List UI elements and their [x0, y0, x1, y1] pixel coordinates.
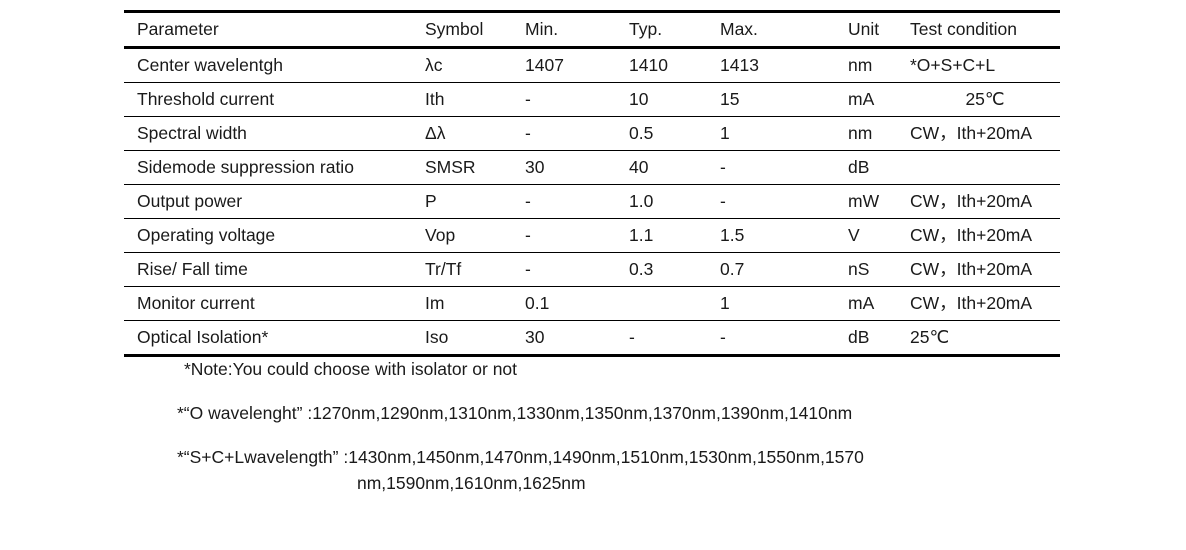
- cell-parameter: Sidemode suppression ratio: [124, 150, 425, 185]
- cell-test-condition: 25℃: [910, 320, 1060, 357]
- cell-parameter: Center wavelentgh: [124, 47, 425, 83]
- table-row: Sidemode suppression ratio SMSR 30 40 - …: [124, 150, 1060, 185]
- cell-typ: 0.5: [629, 116, 720, 151]
- footnote-scl-band-line1: *“S+C+Lwavelength” :1430nm,1450nm,1470nm…: [177, 447, 864, 467]
- cell-test-condition: CW，Ith+20mA: [910, 218, 1060, 253]
- cell-typ: 1.0: [629, 184, 720, 219]
- column-header-min: Min.: [525, 10, 629, 49]
- cell-parameter: Operating voltage: [124, 218, 425, 253]
- cell-typ: [629, 286, 720, 321]
- cell-unit: nm: [848, 116, 910, 151]
- cell-min: -: [525, 218, 629, 253]
- cell-max: 1: [720, 116, 848, 151]
- cell-parameter: Rise/ Fall time: [124, 252, 425, 287]
- cell-test-condition: [910, 150, 1060, 185]
- table-row: Threshold current Ith - 10 15 mA 25℃: [124, 82, 1060, 117]
- cell-symbol: Im: [425, 286, 525, 321]
- cell-test-condition: CW，Ith+20mA: [910, 116, 1060, 151]
- cell-max: -: [720, 320, 848, 357]
- footnote-scl-band-line2: nm,1590nm,1610nm,1625nm: [357, 473, 586, 493]
- cell-max: 0.7: [720, 252, 848, 287]
- specification-table-container: Parameter Symbol Min. Typ. Max. Unit Tes…: [124, 10, 1060, 357]
- specification-table: Parameter Symbol Min. Typ. Max. Unit Tes…: [124, 10, 1060, 357]
- column-header-parameter: Parameter: [124, 10, 425, 49]
- cell-parameter: Monitor current: [124, 286, 425, 321]
- cell-symbol: Iso: [425, 320, 525, 357]
- cell-symbol: P: [425, 184, 525, 219]
- column-header-test-condition: Test condition: [910, 10, 1060, 49]
- table-header-row: Parameter Symbol Min. Typ. Max. Unit Tes…: [124, 10, 1060, 49]
- cell-unit: mA: [848, 286, 910, 321]
- cell-symbol: λc: [425, 47, 525, 83]
- table-row: Spectral width Δλ - 0.5 1 nm CW，Ith+20mA: [124, 116, 1060, 151]
- column-header-typ: Typ.: [629, 10, 720, 49]
- column-header-unit: Unit: [848, 10, 910, 49]
- cell-parameter: Threshold current: [124, 82, 425, 117]
- column-header-symbol: Symbol: [425, 10, 525, 49]
- cell-symbol: Tr/Tf: [425, 252, 525, 287]
- cell-max: 1413: [720, 47, 848, 83]
- cell-test-condition: 25℃: [910, 82, 1060, 117]
- table-row: Operating voltage Vop - 1.1 1.5 V CW，Ith…: [124, 218, 1060, 253]
- cell-unit: nS: [848, 252, 910, 287]
- cell-parameter: Output power: [124, 184, 425, 219]
- table-row: Center wavelentgh λc 1407 1410 1413 nm *…: [124, 47, 1060, 83]
- cell-test-condition: CW，Ith+20mA: [910, 286, 1060, 321]
- cell-min: -: [525, 184, 629, 219]
- cell-parameter: Optical Isolation*: [124, 320, 425, 357]
- cell-max: 15: [720, 82, 848, 117]
- table-row: Rise/ Fall time Tr/Tf - 0.3 0.7 nS CW，It…: [124, 252, 1060, 287]
- cell-unit: dB: [848, 320, 910, 357]
- cell-unit: mA: [848, 82, 910, 117]
- cell-min: -: [525, 252, 629, 287]
- table-row: Monitor current Im 0.1 1 mA CW，Ith+20mA: [124, 286, 1060, 321]
- cell-min: 0.1: [525, 286, 629, 321]
- table-row: Optical Isolation* Iso 30 - - dB 25℃: [124, 320, 1060, 357]
- cell-unit: nm: [848, 47, 910, 83]
- cell-symbol: Ith: [425, 82, 525, 117]
- table-header: Parameter Symbol Min. Typ. Max. Unit Tes…: [124, 10, 1060, 49]
- cell-min: 30: [525, 320, 629, 357]
- cell-symbol: Δλ: [425, 116, 525, 151]
- cell-test-condition: CW，Ith+20mA: [910, 252, 1060, 287]
- cell-parameter: Spectral width: [124, 116, 425, 151]
- footnote-isolator: *Note:You could choose with isolator or …: [184, 359, 518, 379]
- cell-test-condition: *O+S+C+L: [910, 47, 1060, 83]
- cell-unit: dB: [848, 150, 910, 185]
- cell-unit: mW: [848, 184, 910, 219]
- cell-max: -: [720, 184, 848, 219]
- cell-unit: V: [848, 218, 910, 253]
- cell-typ: 10: [629, 82, 720, 117]
- cell-typ: 1410: [629, 47, 720, 83]
- table-row: Output power P - 1.0 - mW CW，Ith+20mA: [124, 184, 1060, 219]
- cell-max: 1.5: [720, 218, 848, 253]
- cell-min: -: [525, 82, 629, 117]
- cell-min: 30: [525, 150, 629, 185]
- cell-max: 1: [720, 286, 848, 321]
- cell-typ: 40: [629, 150, 720, 185]
- cell-min: 1407: [525, 47, 629, 83]
- cell-test-condition: CW，Ith+20mA: [910, 184, 1060, 219]
- footnotes: *Note:You could choose with isolator or …: [0, 358, 1186, 494]
- cell-symbol: Vop: [425, 218, 525, 253]
- footnote-o-band: *“O wavelenght” :1270nm,1290nm,1310nm,13…: [177, 403, 853, 423]
- cell-typ: -: [629, 320, 720, 357]
- cell-max: -: [720, 150, 848, 185]
- cell-symbol: SMSR: [425, 150, 525, 185]
- table-body: Center wavelentgh λc 1407 1410 1413 nm *…: [124, 47, 1060, 357]
- cell-typ: 0.3: [629, 252, 720, 287]
- column-header-max: Max.: [720, 10, 848, 49]
- cell-typ: 1.1: [629, 218, 720, 253]
- cell-min: -: [525, 116, 629, 151]
